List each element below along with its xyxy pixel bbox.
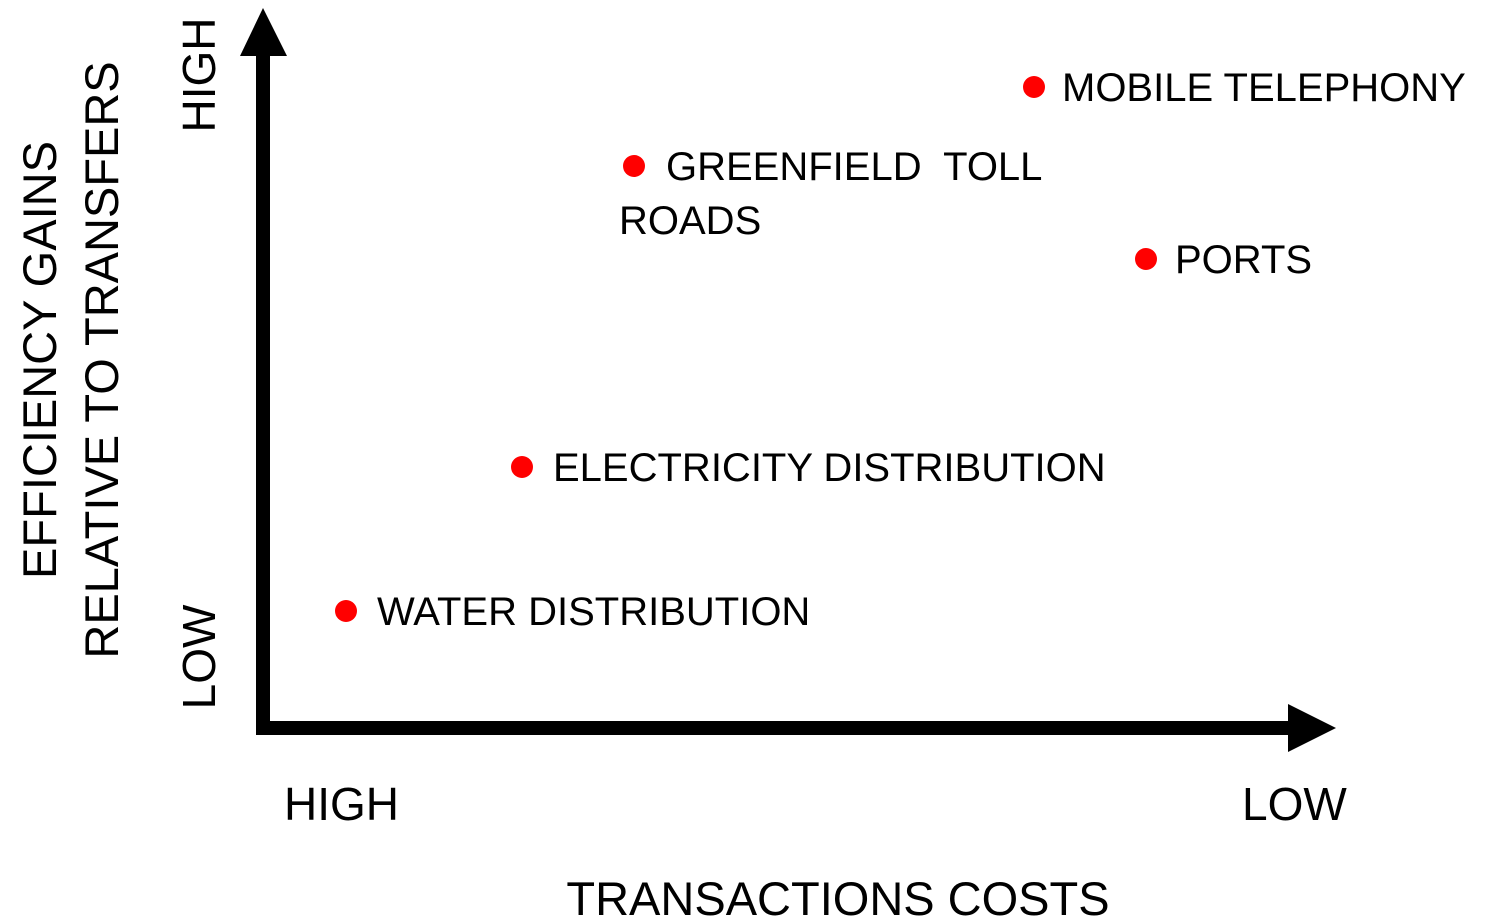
y-high-label: HIGH <box>173 18 225 133</box>
point-label: WATER DISTRIBUTION <box>377 590 810 634</box>
point <box>1135 248 1157 270</box>
y-axis-title: RELATIVE TO TRANSFERS <box>75 61 128 658</box>
x-low-label: LOW <box>1242 778 1347 830</box>
point-label: MOBILE TELEPHONY <box>1062 66 1466 110</box>
x-axis-title: TRANSACTIONS COSTS <box>566 872 1109 921</box>
y-axis-arrow <box>240 8 287 56</box>
point-label: ELECTRICITY DISTRIBUTION <box>553 446 1106 490</box>
y-low-label: LOW <box>173 604 225 709</box>
point <box>511 456 533 478</box>
y-axis-title: EFFICIENCY GAINS <box>13 141 66 579</box>
point-label: ROADS <box>619 199 761 243</box>
point <box>335 600 357 622</box>
x-high-label: HIGH <box>284 778 399 830</box>
point-label: PORTS <box>1175 238 1312 282</box>
x-axis-arrow <box>1288 704 1336 752</box>
point <box>1023 76 1045 98</box>
point-label: GREENFIELD TOLL <box>666 145 1042 189</box>
point <box>623 155 645 177</box>
